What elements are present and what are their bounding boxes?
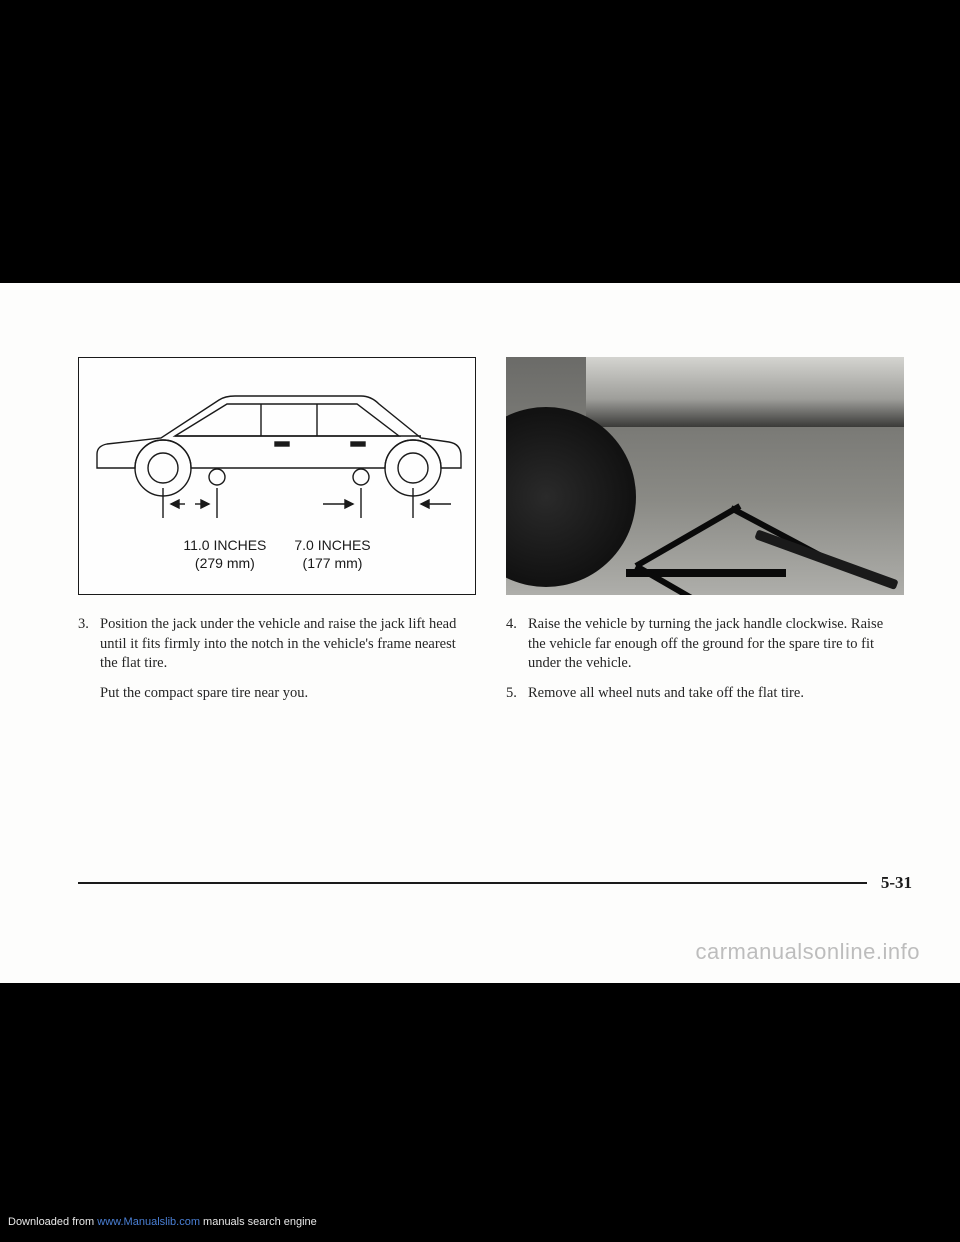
- step-subtext: Put the compact spare tire near you.: [100, 684, 476, 704]
- rear-dimension: 7.0 INCHES (177 mm): [294, 536, 370, 572]
- step-text: Remove all wheel nuts and take off the f…: [528, 684, 904, 704]
- figure-row: 11.0 INCHES (279 mm) 7.0 INCHES (177 mm): [78, 357, 912, 595]
- strip-prefix: Downloaded from: [8, 1216, 97, 1228]
- manual-page: 11.0 INCHES (279 mm) 7.0 INCHES (177 mm): [0, 283, 960, 983]
- strip-content: Downloaded from www.Manualslib.com manua…: [8, 1216, 317, 1228]
- step-text: Position the jack under the vehicle and …: [100, 615, 476, 703]
- step-4: 4. Raise the vehicle by turning the jack…: [506, 615, 904, 674]
- left-column: 3. Position the jack under the vehicle a…: [78, 615, 476, 713]
- car-outline-svg: [89, 376, 467, 526]
- steps-left: 3. Position the jack under the vehicle a…: [78, 615, 476, 703]
- watermark-text: carmanualsonline.info: [695, 939, 920, 965]
- right-column: 4. Raise the vehicle by turning the jack…: [506, 615, 904, 713]
- step-5: 5. Remove all wheel nuts and take off th…: [506, 684, 904, 704]
- steps-right: 4. Raise the vehicle by turning the jack…: [506, 615, 904, 703]
- rear-dim-inches: 7.0 INCHES: [294, 536, 370, 554]
- step-3: 3. Position the jack under the vehicle a…: [78, 615, 476, 703]
- step-number: 4.: [506, 615, 528, 674]
- photo-jack-under-vehicle: [506, 357, 904, 595]
- step-text: Raise the vehicle by turning the jack ha…: [528, 615, 904, 674]
- page-content: 11.0 INCHES (279 mm) 7.0 INCHES (177 mm): [0, 283, 960, 983]
- rear-dim-mm: (177 mm): [294, 554, 370, 572]
- front-dim-mm: (279 mm): [183, 554, 266, 572]
- footer-rule: [78, 882, 867, 884]
- step-number: 5.: [506, 684, 528, 704]
- front-dim-inches: 11.0 INCHES: [183, 536, 266, 554]
- dimension-labels: 11.0 INCHES (279 mm) 7.0 INCHES (177 mm): [79, 536, 475, 572]
- page-number: 5-31: [881, 873, 912, 893]
- strip-suffix: manuals search engine: [200, 1216, 317, 1228]
- front-dimension: 11.0 INCHES (279 mm): [183, 536, 266, 572]
- photo-rocker-panel: [586, 357, 904, 427]
- page-footer: 5-31: [78, 873, 912, 893]
- diagram-jack-positions: 11.0 INCHES (279 mm) 7.0 INCHES (177 mm): [78, 357, 476, 595]
- strip-link[interactable]: www.Manualslib.com: [97, 1216, 200, 1228]
- source-strip: Downloaded from www.Manualslib.com manua…: [0, 1202, 960, 1242]
- text-columns: 3. Position the jack under the vehicle a…: [78, 615, 912, 713]
- step-number: 3.: [78, 615, 100, 703]
